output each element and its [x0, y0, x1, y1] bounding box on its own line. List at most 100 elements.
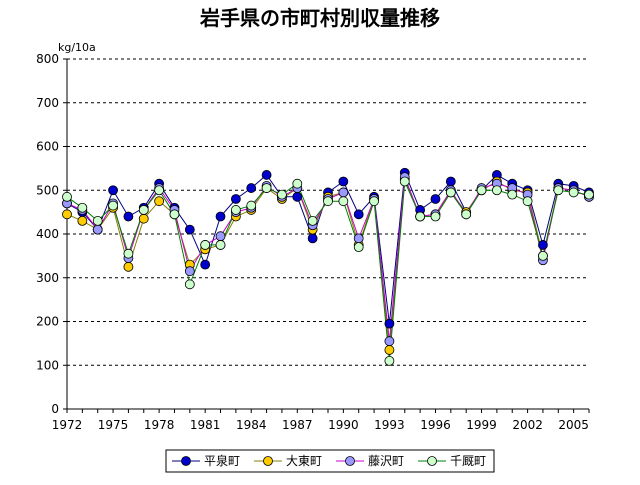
x-tick-label-1978: 1978: [144, 418, 175, 432]
data-point-千厩町-1988: [307, 215, 318, 226]
data-point-大東町-1973: [77, 215, 88, 226]
data-point-千厩町-2002: [522, 196, 533, 207]
series-lines: [62, 167, 594, 366]
data-point-千厩町-2005: [568, 187, 579, 198]
data-point-大東町-1993: [384, 345, 395, 355]
data-point-平泉町-1975: [108, 185, 118, 196]
y-tick-label-800: 800: [36, 52, 59, 66]
data-point-千厩町-1986: [277, 189, 287, 200]
data-point-千厩町-1984: [246, 200, 257, 211]
y-tick-label-400: 400: [36, 227, 59, 241]
data-point-平泉町-1988: [307, 233, 318, 244]
x-tick-label-1984: 1984: [236, 418, 267, 432]
data-point-大東町-1978: [154, 196, 165, 207]
data-point-千厩町-1999: [476, 185, 487, 196]
data-point-千厩町-1987: [292, 178, 303, 189]
data-point-千厩町-1991: [353, 242, 364, 253]
legend-marker-藤沢町: [345, 456, 355, 466]
data-point-平泉町-1980: [184, 224, 195, 235]
series-markers-平泉町: [62, 167, 594, 329]
data-point-千厩町-1976: [123, 248, 134, 259]
series-markers-千厩町: [62, 176, 594, 366]
data-point-千厩町-1979: [169, 209, 180, 220]
legend-marker-大東町: [263, 456, 273, 466]
y-tick-label-300: 300: [36, 271, 59, 285]
legend-label-千厩町: 千厩町: [450, 454, 486, 468]
x-tick-label-1975: 1975: [98, 418, 129, 432]
x-tick-label-1993: 1993: [374, 418, 405, 432]
data-point-藤沢町-1980: [184, 266, 195, 277]
data-point-藤沢町-1990: [338, 187, 349, 198]
x-tick-label-1990: 1990: [328, 418, 359, 432]
data-point-平泉町-1981: [200, 259, 211, 270]
data-point-千厩町-1973: [77, 202, 88, 213]
data-point-藤沢町-1974: [92, 224, 103, 235]
legend-marker-平泉町: [181, 456, 191, 466]
data-point-千厩町-1985: [261, 183, 272, 193]
data-point-平泉町-1985: [261, 170, 272, 180]
legend-marker-千厩町: [427, 456, 437, 466]
y-tick-label-200: 200: [36, 315, 59, 329]
data-point-千厩町-1981: [200, 240, 211, 250]
data-point-大東町-1972: [62, 209, 72, 220]
data-point-平泉町-1976: [123, 211, 134, 222]
x-tick-label-1999: 1999: [466, 418, 497, 432]
data-point-平泉町-1996: [430, 194, 441, 204]
y-tick-label-0: 0: [51, 402, 59, 416]
data-point-千厩町-1997: [445, 187, 456, 198]
axes: 0 100 200 300 400 500 600 700 800 1972 1975 1978 198…: [36, 52, 590, 432]
data-point-平泉町-1983: [230, 194, 241, 204]
y-tick-label-500: 500: [36, 183, 59, 197]
data-point-千厩町-2000: [491, 185, 502, 196]
data-point-千厩町-2006: [584, 189, 594, 200]
y-axis-unit-label: kg/10a: [58, 41, 96, 54]
y-tick-label-100: 100: [36, 358, 59, 372]
data-point-千厩町-1978: [154, 185, 165, 196]
x-tick-label-2002: 2002: [512, 418, 543, 432]
data-point-千厩町-1983: [230, 205, 241, 215]
data-point-平泉町-1982: [215, 211, 226, 222]
data-point-千厩町-1975: [108, 200, 118, 211]
data-point-平泉町-1993: [384, 318, 395, 329]
data-point-千厩町-1982: [215, 240, 226, 250]
data-point-千厩町-1996: [430, 211, 441, 222]
legend-label-藤沢町: 藤沢町: [368, 454, 404, 468]
legend-box: [165, 449, 495, 473]
data-point-千厩町-1974: [92, 215, 103, 226]
x-tick-label-1981: 1981: [190, 418, 221, 432]
x-tick-label-1972: 1972: [52, 418, 83, 432]
x-tick-label-2005: 2005: [558, 418, 589, 432]
data-point-千厩町-2003: [538, 250, 548, 261]
data-point-大東町-1977: [138, 213, 149, 224]
data-point-千厩町-1993: [384, 355, 395, 366]
x-tick-label-1996: 1996: [420, 418, 451, 432]
x-tick-label-1987: 1987: [282, 418, 313, 432]
data-point-千厩町-1977: [138, 205, 149, 215]
data-point-平泉町-1990: [338, 176, 349, 187]
data-point-千厩町-1998: [461, 209, 472, 220]
data-point-千厩町-1992: [369, 196, 379, 207]
data-point-藤沢町-1991: [353, 233, 364, 244]
data-point-平泉町-1987: [292, 191, 303, 202]
y-tick-label-600: 600: [36, 140, 59, 154]
data-point-千厩町-2004: [553, 185, 564, 196]
data-point-千厩町-1972: [62, 191, 72, 202]
data-point-大東町-1976: [123, 261, 134, 272]
data-point-平泉町-1997: [445, 176, 456, 187]
data-point-千厩町-1980: [184, 279, 195, 290]
data-point-藤沢町-1982: [215, 231, 226, 242]
data-point-平泉町-1991: [353, 209, 364, 220]
data-point-千厩町-1990: [338, 196, 349, 207]
data-point-千厩町-1989: [323, 196, 333, 207]
data-point-平泉町-1984: [246, 183, 257, 193]
legend-label-大東町: 大東町: [286, 454, 322, 468]
data-point-千厩町-1994: [399, 176, 410, 187]
data-point-千厩町-1995: [415, 211, 426, 222]
y-tick-label-700: 700: [36, 96, 59, 110]
legend-label-平泉町: 平泉町: [204, 454, 240, 468]
legend: 平泉町 大東町 藤沢町 千厩町: [165, 449, 495, 473]
data-point-平泉町-2003: [538, 240, 548, 250]
chart-title: 岩手県の市町村別収量推移: [199, 6, 440, 30]
